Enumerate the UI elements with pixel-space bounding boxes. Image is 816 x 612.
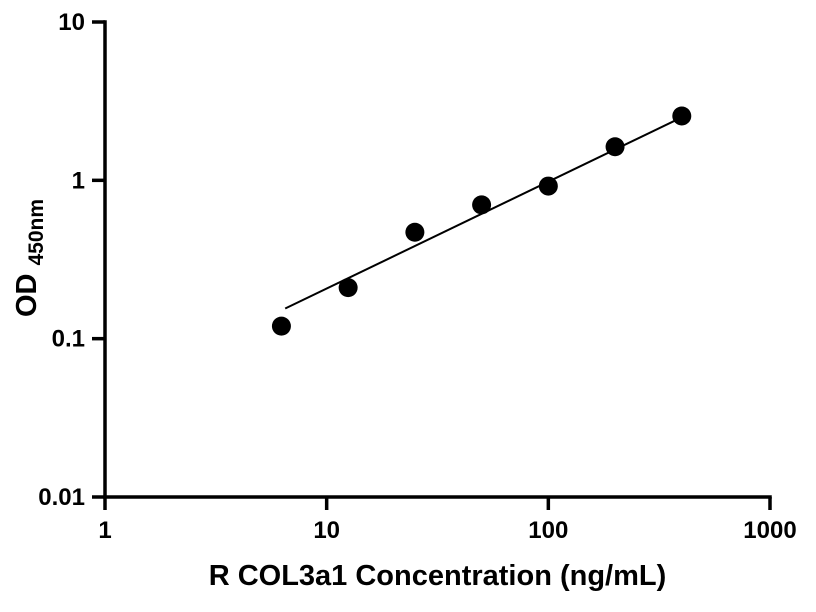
y-axis-title-main: OD [11, 274, 43, 318]
y-tick-label: 10 [58, 9, 85, 36]
plot-series [271, 106, 692, 336]
data-point [538, 176, 558, 196]
x-tick-label: 1000 [743, 517, 796, 544]
tick-labels: 1 10 100 1000 0.01 0.1 1 10 [38, 9, 796, 544]
y-tick-label: 1 [72, 167, 85, 194]
x-axis-title: R COL3a1 Concentration (ng/mL) [209, 560, 667, 592]
y-axis-title: OD 450nm [11, 199, 48, 317]
tick-marks [92, 20, 772, 510]
data-point [405, 222, 425, 242]
data-point [338, 278, 358, 298]
y-tick-label: 0.01 [38, 484, 85, 511]
axis-line [103, 20, 772, 499]
x-tick-label: 100 [528, 517, 568, 544]
data-point [672, 106, 692, 126]
axes [103, 20, 772, 499]
y-axis-title-sub: 450nm [25, 199, 48, 266]
x-tick-label: 10 [313, 517, 340, 544]
data-point [605, 137, 625, 157]
y-tick-label: 0.1 [52, 326, 85, 353]
data-point [271, 316, 291, 336]
x-tick-label: 1 [98, 517, 111, 544]
data-point [472, 195, 492, 215]
